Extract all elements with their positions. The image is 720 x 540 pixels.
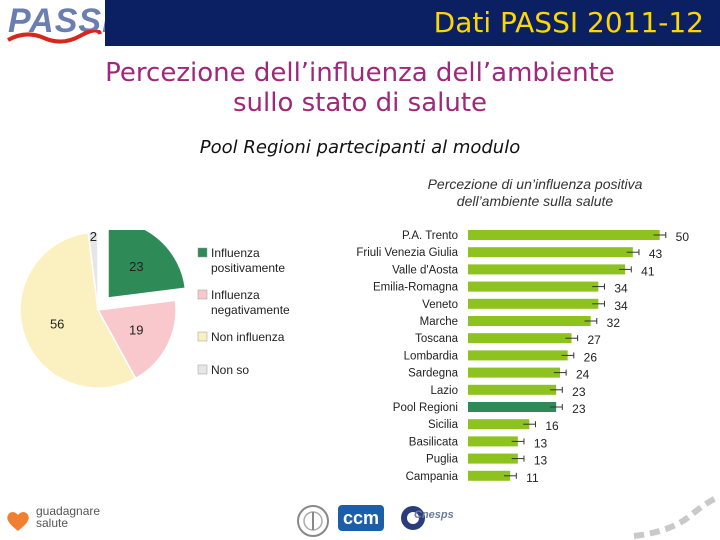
bar-value-label: 23: [572, 385, 586, 399]
bar-category-label: Lazio: [431, 385, 459, 397]
bar-category-label: Emilia-Romagna: [373, 282, 459, 294]
bar-category-label: Puglia: [426, 454, 459, 466]
main-title-line2: sullo stato di salute: [232, 88, 488, 118]
pie-legend-label-0-1: positivamente: [211, 261, 285, 275]
bar-category-label: Lombardia: [404, 350, 459, 362]
bar-chart-title-line2: dell’ambiente sulla salute: [456, 193, 614, 209]
bar: [468, 436, 518, 447]
bar: [468, 264, 626, 275]
main-title-line1: Percezione dell’influenza dell’ambiente: [105, 58, 615, 88]
bar-value-label: 43: [649, 247, 663, 261]
subtitle: Pool Regioni partecipanti al modulo: [199, 137, 521, 158]
bar-value-label: 34: [614, 299, 628, 313]
guadagnare-salute-logo: guadagnare salute: [4, 505, 144, 540]
bar: [468, 384, 557, 395]
page-header-title: Dati PASSI 2011-12: [433, 6, 704, 39]
cnesps-logo: Cnesps: [398, 504, 454, 532]
pie-value-label-1: 19: [129, 322, 143, 337]
bar-category-label: Basilicata: [409, 436, 459, 448]
pie-value-label-2: 56: [50, 316, 64, 331]
pie-slice-0: [107, 230, 187, 299]
bar-value-label: 23: [572, 402, 586, 416]
bar-category-label: Sardegna: [408, 368, 458, 380]
bar-category-label: Toscana: [415, 333, 458, 345]
pie-legend-item-3: Non so: [197, 363, 249, 377]
pie-slice-3: [87, 231, 99, 311]
bar-category-label: Pool Regioni: [393, 402, 458, 414]
bar-category-label: Valle d'Aosta: [392, 264, 459, 276]
heart-icon: [7, 512, 29, 531]
pie-legend-label-1-1: negativamente: [211, 303, 290, 317]
cnesps-emblem-icon: [401, 506, 425, 530]
guadagnare-line1: guadagnare: [36, 504, 101, 518]
bar-chart: P.A. Trento 50 Friuli Venezia Giulia 43 Vall…: [356, 230, 690, 485]
pie-legend-label-3-0: Non so: [211, 363, 249, 377]
pie-legend-swatch-2: [197, 331, 208, 342]
bar: [468, 470, 511, 481]
main-title: Percezione dell’influenza dell’ambiente …: [0, 58, 720, 118]
pie-value-label-0: 23: [129, 259, 143, 274]
pie-legend-swatch-1: [197, 289, 208, 300]
ccm-logo: ccm: [338, 505, 384, 531]
bar-value-label: 16: [545, 419, 559, 433]
bar-value-label: 24: [576, 368, 590, 382]
pie-legend-item-2: Non influenza: [197, 330, 285, 344]
bar: [468, 316, 591, 326]
pie-legend-swatch-0: [197, 247, 208, 258]
pie-slice-2: [20, 231, 137, 389]
passi-logo: PASSI: [0, 0, 112, 46]
bar-category-label: Veneto: [422, 299, 458, 311]
bar-value-label: 11: [526, 471, 539, 485]
pie-slice-1: [96, 299, 177, 380]
bar: [468, 247, 633, 258]
bar-category-label: Marche: [420, 316, 458, 328]
pie-legend-label-1-0: Influenza: [211, 288, 260, 302]
pie-value-label-3: 2: [90, 230, 97, 244]
bar: [468, 419, 530, 430]
cnesps-label: Cnesps: [414, 509, 454, 521]
bar-value-label: 50: [676, 230, 690, 244]
pie-legend-label-2-0: Non influenza: [211, 330, 285, 344]
bar: [468, 453, 518, 464]
bar: [468, 402, 557, 412]
bar-chart-title-line1: Percezione di un’influenza positiva: [427, 176, 643, 192]
bar: [468, 230, 660, 240]
bar-value-label: 41: [641, 264, 655, 278]
bar: [468, 350, 568, 361]
bar-value-label: 13: [534, 436, 548, 450]
bar: [468, 367, 560, 378]
bar-value-label: 27: [588, 333, 602, 347]
bar: [468, 333, 572, 344]
header-bar: Dati PASSI 2011-12: [105, 0, 720, 46]
bar: [468, 281, 599, 292]
decorative-curve-icon: [633, 496, 718, 539]
bar-category-label: Sicilia: [428, 419, 459, 431]
bar-value-label: 13: [534, 454, 548, 468]
pie-legend-label-0-0: Influenza: [211, 246, 260, 260]
bar-chart-title: Percezione di un’influenza positiva dell…: [350, 176, 720, 210]
bar-value-label: 32: [607, 316, 621, 330]
bar: [468, 298, 599, 309]
bar-category-label: P.A. Trento: [402, 230, 458, 242]
header: PASSI Dati PASSI 2011-12: [0, 0, 720, 46]
guadagnare-line2: salute: [36, 516, 69, 530]
bar-category-label: Campania: [406, 471, 459, 483]
pie-legend-swatch-3: [197, 364, 208, 375]
bar-category-label: Friuli Venezia Giulia: [356, 247, 458, 259]
passi-logo-swoosh-icon: [7, 30, 102, 44]
bar-value-label: 34: [614, 282, 628, 296]
pie-chart: 2319562InfluenzapositivamenteInfluenzane…: [20, 230, 290, 389]
bar-value-label: 26: [584, 350, 598, 364]
istituto-seal-icon: [297, 505, 329, 537]
